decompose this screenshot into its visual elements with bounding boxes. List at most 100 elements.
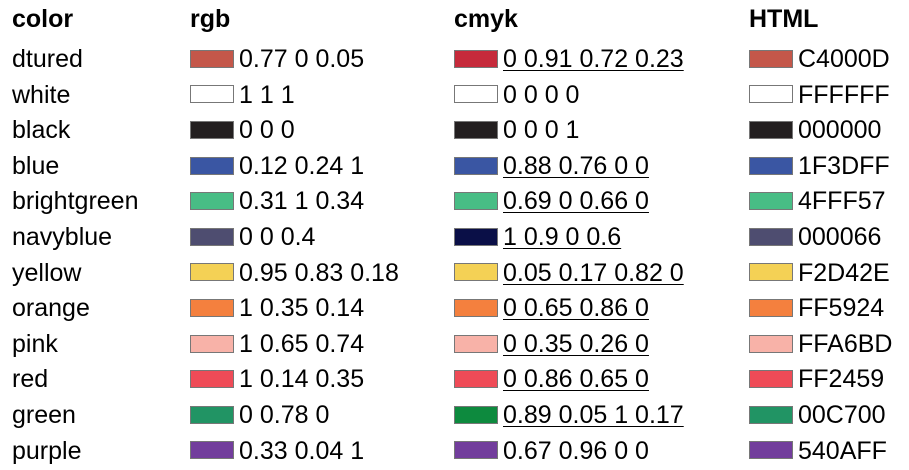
cmyk-cell: 0 0.91 0.72 0.23 — [454, 42, 684, 77]
cmyk-swatch — [454, 192, 498, 211]
cmyk-cell: 0.69 0 0.66 0 — [454, 184, 649, 219]
rgb-swatch — [190, 192, 234, 211]
cmyk-swatch — [454, 441, 498, 460]
table-row: purple 0.33 0.04 1 0.67 0.96 0 0 540AFF — [0, 434, 909, 469]
cmyk-swatch — [454, 263, 498, 282]
html-swatch — [749, 121, 793, 140]
html-value: FF5924 — [798, 294, 885, 323]
cmyk-swatch — [454, 227, 498, 246]
cmyk-swatch — [454, 49, 498, 68]
html-value: 00C700 — [798, 401, 886, 429]
html-cell: 000066 — [749, 220, 881, 255]
table-row: orange 1 0.35 0.14 0 0.65 0.86 0 FF5924 — [0, 291, 909, 326]
rgb-cell: 1 0.65 0.74 — [190, 327, 364, 362]
cmyk-cell: 1 0.9 0 0.6 — [454, 220, 621, 255]
table-row: yellow 0.95 0.83 0.18 0.05 0.17 0.82 0 F2D4… — [0, 256, 909, 291]
color-name: pink — [12, 329, 58, 358]
html-value: C4000D — [798, 45, 890, 73]
rgb-cell: 0 0.78 0 — [190, 398, 329, 433]
rgb-value: 0 0 0 — [239, 116, 295, 145]
rgb-value: 1 1 1 — [239, 80, 295, 109]
color-name: red — [12, 365, 49, 394]
html-cell: 000000 — [749, 113, 881, 148]
color-name: black — [12, 116, 71, 145]
header-cmyk: cmyk — [454, 5, 518, 33]
html-swatch — [749, 227, 793, 246]
color-name: navyblue — [12, 223, 113, 251]
header-html: HTML — [749, 5, 819, 33]
table-row: blue 0.12 0.24 1 0.88 0.76 0 0 1F3DFF — [0, 149, 909, 184]
html-swatch — [749, 263, 793, 282]
html-value: FFFFFF — [798, 80, 890, 109]
cmyk-swatch — [454, 334, 498, 353]
color-name-cell: white — [12, 78, 70, 113]
color-name-cell: green — [12, 398, 76, 433]
rgb-value: 0.31 1 0.34 — [239, 187, 365, 216]
html-value: FF2459 — [798, 365, 885, 394]
rgb-cell: 0.33 0.04 1 — [190, 434, 364, 469]
cmyk-value: 0 0.65 0.86 0 — [503, 294, 649, 323]
color-name: yellow — [12, 258, 82, 287]
html-value: 000066 — [798, 223, 882, 251]
html-cell: FF2459 — [749, 362, 884, 397]
color-name-cell: brightgreen — [12, 184, 138, 219]
rgb-swatch — [190, 263, 234, 282]
rgb-swatch — [190, 370, 234, 389]
table-row: black 0 0 0 0 0 0 1 000000 — [0, 113, 909, 148]
html-swatch — [749, 370, 793, 389]
cmyk-cell: 0.88 0.76 0 0 — [454, 149, 649, 184]
html-swatch — [749, 441, 793, 460]
html-swatch — [749, 85, 793, 104]
html-cell: FF5924 — [749, 291, 884, 326]
html-swatch — [749, 299, 793, 318]
color-name: green — [12, 401, 76, 429]
html-cell: 00C700 — [749, 398, 886, 433]
rgb-cell: 1 0.35 0.14 — [190, 291, 364, 326]
cmyk-cell: 0 0.35 0.26 0 — [454, 327, 649, 362]
html-swatch — [749, 156, 793, 175]
cmyk-swatch — [454, 156, 498, 175]
rgb-swatch — [190, 85, 234, 104]
rgb-cell: 0.31 1 0.34 — [190, 184, 364, 219]
cmyk-swatch — [454, 405, 498, 424]
rgb-value: 0.95 0.83 0.18 — [239, 258, 399, 287]
rgb-cell: 0.77 0 0.05 — [190, 42, 364, 77]
color-name: brightgreen — [12, 187, 139, 216]
color-name: purple — [12, 436, 82, 465]
cmyk-swatch — [454, 85, 498, 104]
table-row: pink 1 0.65 0.74 0 0.35 0.26 0 FFA6BD — [0, 327, 909, 362]
html-cell: FFFFFF — [749, 78, 890, 113]
cmyk-value: 0 0 0 0 — [503, 80, 580, 109]
table-row: dtured 0.77 0 0.05 0 0.91 0.72 0.23 C4000D — [0, 42, 909, 77]
rgb-value: 0.33 0.04 1 — [239, 436, 365, 465]
table-row: white 1 1 1 0 0 0 0 FFFFFF — [0, 78, 909, 113]
rgb-swatch — [190, 49, 234, 68]
color-name-cell: purple — [12, 434, 82, 469]
rgb-value: 0 0.78 0 — [239, 401, 330, 429]
color-name-cell: black — [12, 113, 70, 148]
rgb-swatch — [190, 299, 234, 318]
color-name-cell: pink — [12, 327, 58, 362]
rgb-cell: 0 0 0 — [190, 113, 295, 148]
html-cell: 540AFF — [749, 434, 887, 469]
rgb-swatch — [190, 334, 234, 353]
color-name-cell: orange — [12, 291, 90, 326]
table-row: red 1 0.14 0.35 0 0.86 0.65 0 FF2459 — [0, 362, 909, 397]
rgb-swatch — [190, 121, 234, 140]
cmyk-cell: 0.05 0.17 0.82 0 — [454, 256, 684, 291]
cmyk-cell: 0 0 0 0 — [454, 78, 579, 113]
html-value: 540AFF — [798, 436, 887, 465]
html-value: FFA6BD — [798, 329, 893, 358]
rgb-cell: 1 0.14 0.35 — [190, 362, 364, 397]
cmyk-cell: 0 0.65 0.86 0 — [454, 291, 649, 326]
rgb-value: 0.77 0 0.05 — [239, 45, 365, 73]
rgb-swatch — [190, 227, 234, 246]
rgb-cell: 0 0 0.4 — [190, 220, 315, 255]
cmyk-value: 0.69 0 0.66 0 — [503, 187, 649, 216]
html-cell: 4FFF57 — [749, 184, 886, 219]
html-swatch — [749, 192, 793, 211]
color-name-cell: blue — [12, 149, 59, 184]
header-rgb: rgb — [190, 5, 231, 33]
cmyk-value: 0.88 0.76 0 0 — [503, 151, 649, 180]
